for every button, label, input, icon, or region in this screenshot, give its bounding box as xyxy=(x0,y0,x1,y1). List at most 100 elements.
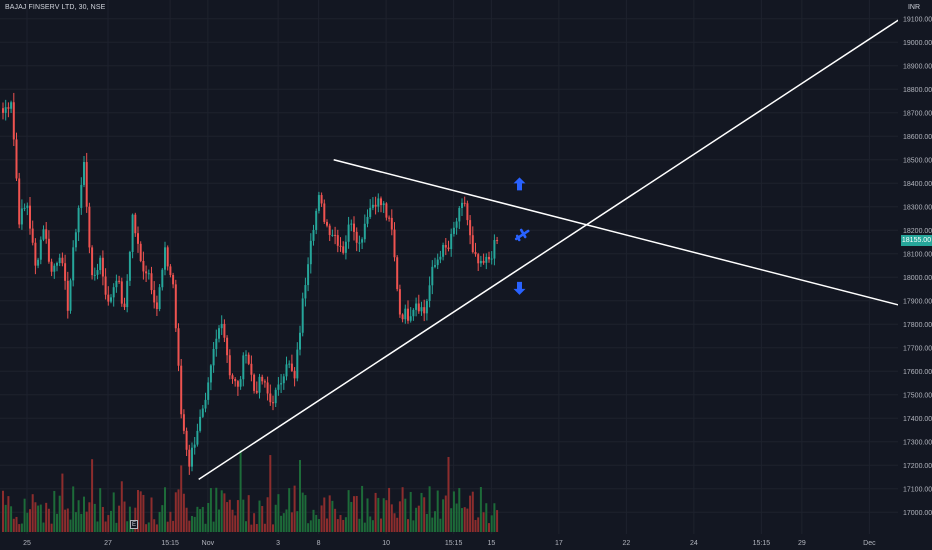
volume-bar xyxy=(188,520,191,532)
volume-bar xyxy=(423,497,426,532)
volume-bar xyxy=(112,492,115,532)
earnings-marker[interactable]: E xyxy=(130,520,138,529)
candle-body xyxy=(96,270,99,275)
candle-body xyxy=(45,229,48,239)
candle-body xyxy=(142,260,145,272)
volume-bar xyxy=(250,524,253,532)
candle-body xyxy=(277,384,280,390)
volume-bar xyxy=(150,497,153,532)
candle-body xyxy=(215,338,218,349)
volume-bar xyxy=(137,490,139,532)
volume-bar xyxy=(80,513,83,532)
volume-bar xyxy=(193,516,196,532)
volume-bar xyxy=(336,519,339,532)
volume-bar xyxy=(431,517,434,532)
candle-body xyxy=(158,287,161,310)
candle-body xyxy=(126,280,129,308)
candle-body xyxy=(66,280,69,311)
arrow-down-icon[interactable] xyxy=(513,281,526,295)
arrow-up-icon[interactable] xyxy=(513,177,526,191)
volume-bar xyxy=(223,493,226,532)
volume-bar xyxy=(199,509,202,532)
candle-body xyxy=(177,328,180,366)
symbol-legend[interactable]: BAJAJ FINSERV LTD, 30, NSE xyxy=(5,4,106,11)
volume-bar xyxy=(104,521,107,532)
candle-body xyxy=(382,203,385,206)
price-tick-label: 17900.00 xyxy=(903,298,932,305)
candle-body xyxy=(247,354,250,364)
volume-bar xyxy=(326,518,328,532)
volume-bar xyxy=(91,459,94,532)
volume-bar xyxy=(85,511,88,532)
candle-body xyxy=(120,281,123,304)
time-tick-label: 15 xyxy=(488,540,496,547)
candle-body xyxy=(490,258,493,260)
price-tick-label: 17500.00 xyxy=(903,392,932,399)
volume-bar xyxy=(347,490,350,532)
candle-body xyxy=(10,102,13,109)
candle-body xyxy=(317,195,320,211)
candle-body xyxy=(153,290,156,303)
candle-body xyxy=(182,414,185,431)
candle-body xyxy=(242,355,245,380)
volume-bar xyxy=(4,504,7,532)
candle-body xyxy=(450,233,453,250)
volume-bar xyxy=(201,506,204,532)
trendline-descending[interactable] xyxy=(333,159,901,307)
candle-body xyxy=(299,332,301,350)
candle-body xyxy=(447,247,450,250)
volume-bar xyxy=(493,503,496,532)
volume-bar xyxy=(393,513,396,532)
volume-bar xyxy=(263,523,266,532)
candle-body xyxy=(91,247,94,276)
volume-bar xyxy=(396,517,399,532)
candle-body xyxy=(218,328,220,339)
volume-bar xyxy=(12,518,15,532)
candle-body xyxy=(358,242,361,244)
volume-bar xyxy=(371,520,374,532)
candle-body xyxy=(131,214,134,252)
volume-bar xyxy=(215,487,218,532)
volume-bar xyxy=(128,506,131,532)
trendline-ascending[interactable] xyxy=(198,18,901,480)
volume-bar xyxy=(439,518,442,532)
volume-bar xyxy=(458,488,461,532)
volume-bar xyxy=(47,508,50,532)
candle-body xyxy=(118,280,121,282)
time-tick-label: 27 xyxy=(104,540,112,547)
candle-body xyxy=(88,206,91,248)
candle-body xyxy=(479,260,482,264)
candle-body xyxy=(239,379,242,387)
candle-body xyxy=(196,430,199,445)
volume-bar xyxy=(53,490,56,532)
volume-bar xyxy=(380,518,382,532)
currency-label: INR xyxy=(907,4,920,11)
candle-body xyxy=(334,234,337,236)
candle-body xyxy=(366,216,369,224)
candle-body xyxy=(496,240,499,242)
candle-body xyxy=(191,447,193,467)
volume-bar xyxy=(177,489,180,532)
volume-bar xyxy=(425,513,428,532)
candle-body xyxy=(396,257,399,290)
candle-body xyxy=(166,247,169,267)
volume-bar xyxy=(385,500,388,532)
volume-bar xyxy=(415,507,418,532)
volume-bar xyxy=(145,524,148,532)
candle-body xyxy=(407,308,409,321)
volume-bar xyxy=(312,509,315,532)
candle-body xyxy=(204,399,207,409)
candle-body xyxy=(85,162,88,207)
volume-bar xyxy=(45,502,48,532)
volume-bar xyxy=(126,521,129,532)
volume-bar xyxy=(120,481,123,532)
volume-bar xyxy=(39,504,42,532)
candle-body xyxy=(29,205,31,229)
candle-body xyxy=(442,244,445,257)
volume-bar xyxy=(450,508,453,532)
volume-bar xyxy=(204,523,207,532)
candle-body xyxy=(272,402,274,404)
price-tick-label: 17800.00 xyxy=(903,322,932,329)
airplane-icon[interactable] xyxy=(514,228,530,242)
